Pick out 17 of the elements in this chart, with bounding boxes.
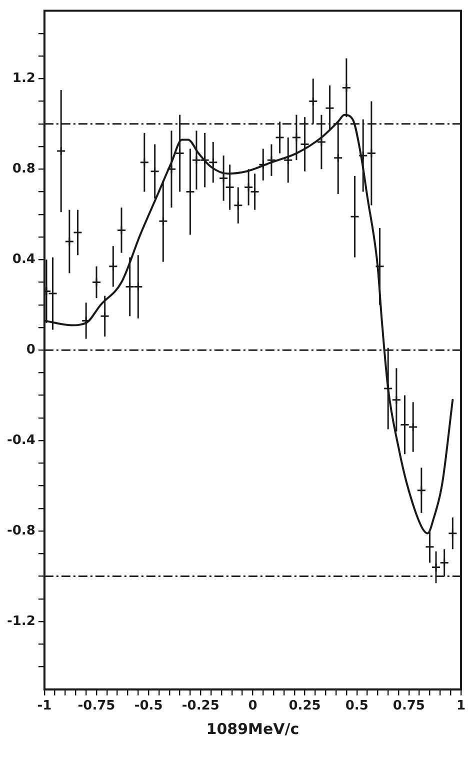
x-tick-label: 0.75 <box>392 698 425 714</box>
x-axis-title: 1089MeV/c <box>206 720 300 738</box>
x-tick-label: 1 <box>456 698 466 714</box>
y-tick-label: 0.4 <box>12 252 36 267</box>
x-tick-label: -0.5 <box>134 698 163 714</box>
y-tick-label: 0.8 <box>12 162 36 177</box>
x-tick-label: 0.25 <box>288 698 321 714</box>
y-tick-label: 1.2 <box>12 71 36 86</box>
x-tick-label: -0.75 <box>78 698 116 714</box>
x-tick-label: 0.5 <box>345 698 368 714</box>
y-tick-label: 0 <box>26 342 36 358</box>
x-tick-label: -0.25 <box>182 698 220 714</box>
x-tick-label: -1 <box>37 698 52 714</box>
y-tick-label: -0.4 <box>6 432 36 448</box>
y-tick-label: -0.8 <box>6 523 36 538</box>
y-tick-label: -1.2 <box>6 614 36 629</box>
x-tick-label: 0 <box>248 698 258 714</box>
